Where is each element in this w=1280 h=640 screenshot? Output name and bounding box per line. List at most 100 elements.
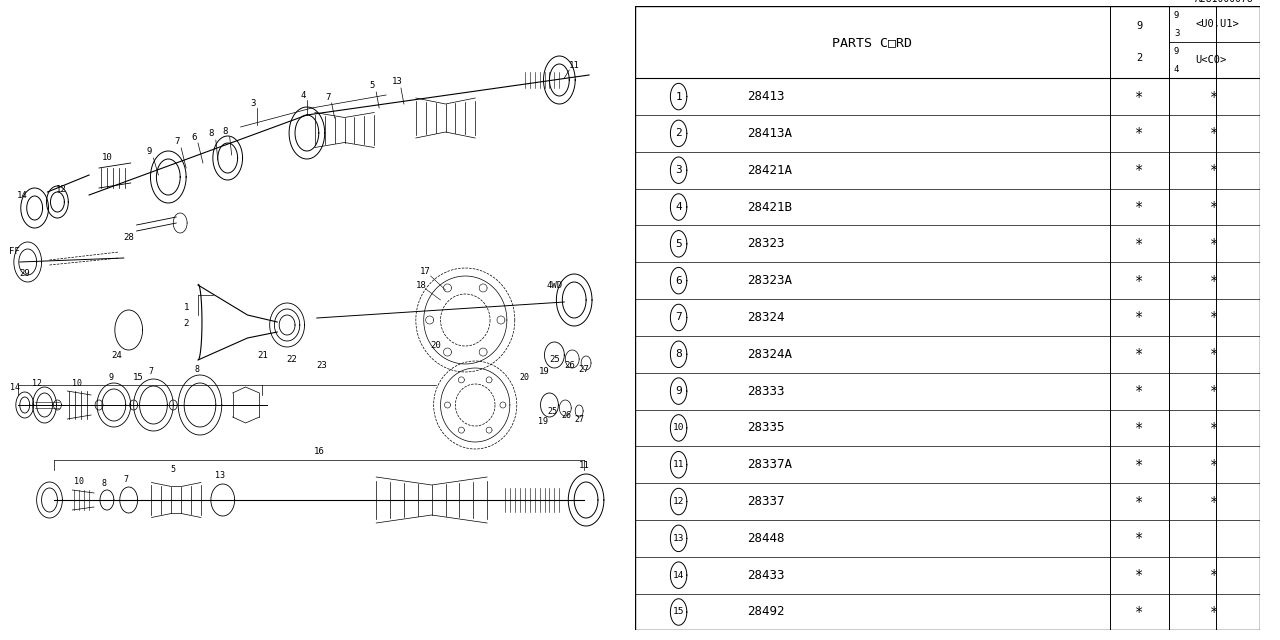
Text: 9: 9	[109, 372, 114, 381]
Text: *: *	[1210, 458, 1219, 472]
Text: 7: 7	[676, 312, 682, 323]
Polygon shape	[19, 397, 29, 413]
Polygon shape	[102, 389, 125, 421]
Text: 4WD: 4WD	[547, 282, 562, 291]
Text: 15: 15	[133, 372, 143, 381]
Polygon shape	[575, 482, 598, 518]
Text: 14: 14	[10, 383, 20, 392]
Text: 7: 7	[325, 93, 330, 102]
Text: *: *	[1135, 237, 1143, 251]
Text: 27: 27	[579, 365, 590, 374]
Text: U<C0>: U<C0>	[1196, 55, 1226, 65]
Polygon shape	[140, 386, 168, 424]
Text: *: *	[1135, 310, 1143, 324]
Text: 28333: 28333	[748, 385, 785, 397]
Text: 28421A: 28421A	[748, 164, 792, 177]
Text: *: *	[1210, 163, 1219, 177]
Text: 28421B: 28421B	[748, 200, 792, 214]
Text: 2: 2	[676, 129, 682, 138]
Polygon shape	[184, 383, 216, 427]
Text: 8: 8	[195, 365, 200, 374]
Polygon shape	[19, 249, 37, 275]
Text: 2: 2	[1137, 53, 1143, 63]
Text: 14: 14	[17, 191, 27, 200]
Text: 12: 12	[673, 497, 685, 506]
Polygon shape	[294, 115, 319, 151]
Text: 9: 9	[676, 386, 682, 396]
Text: A281000078: A281000078	[1194, 0, 1253, 4]
Text: 28324: 28324	[748, 311, 785, 324]
Text: 28323: 28323	[748, 237, 785, 250]
Text: *: *	[1135, 274, 1143, 287]
Text: 20: 20	[430, 340, 442, 349]
Text: 11: 11	[579, 461, 590, 470]
Text: *: *	[1210, 568, 1219, 582]
Text: *: *	[1210, 126, 1219, 140]
Text: *: *	[1135, 384, 1143, 398]
Text: 14: 14	[673, 571, 685, 580]
Text: 10: 10	[101, 152, 113, 161]
Text: 29: 29	[19, 269, 31, 278]
Text: 3: 3	[251, 99, 256, 108]
Polygon shape	[156, 159, 180, 195]
Text: 28448: 28448	[748, 532, 785, 545]
Text: *: *	[1135, 458, 1143, 472]
Text: *: *	[1135, 605, 1143, 619]
Text: *: *	[1210, 310, 1219, 324]
Text: *: *	[1210, 384, 1219, 398]
Text: 28324A: 28324A	[748, 348, 792, 361]
Text: 22: 22	[287, 355, 297, 365]
Text: 28492: 28492	[748, 605, 785, 618]
Text: 7: 7	[123, 476, 128, 484]
Text: 8: 8	[676, 349, 682, 359]
Text: 5: 5	[676, 239, 682, 249]
Text: 26: 26	[564, 360, 575, 369]
Text: 9: 9	[1137, 22, 1143, 31]
Text: 27: 27	[575, 415, 584, 424]
Text: 13: 13	[673, 534, 685, 543]
Text: 9: 9	[1174, 47, 1179, 56]
Text: 4: 4	[1174, 65, 1179, 74]
Text: *: *	[1210, 274, 1219, 287]
Text: *: *	[1210, 200, 1219, 214]
Polygon shape	[50, 192, 64, 212]
Text: *: *	[1135, 531, 1143, 545]
Text: 12: 12	[32, 378, 42, 387]
Text: 5: 5	[370, 81, 375, 90]
Text: 19: 19	[539, 367, 550, 376]
Polygon shape	[37, 393, 52, 417]
Text: 7: 7	[148, 367, 154, 376]
Text: 20: 20	[520, 372, 530, 381]
Text: 18: 18	[416, 280, 426, 289]
Text: 24: 24	[111, 351, 122, 360]
Text: *: *	[1135, 90, 1143, 104]
Text: 10: 10	[74, 477, 84, 486]
Text: 5: 5	[170, 465, 175, 474]
Polygon shape	[27, 196, 42, 220]
Text: 8: 8	[101, 479, 106, 488]
Text: 28335: 28335	[748, 421, 785, 435]
Text: 25: 25	[549, 355, 559, 365]
Text: 6: 6	[676, 276, 682, 285]
Text: PARTS C□RD: PARTS C□RD	[832, 36, 913, 49]
Text: FF: FF	[9, 248, 20, 257]
Text: 28337: 28337	[748, 495, 785, 508]
Text: *: *	[1210, 237, 1219, 251]
Text: 4: 4	[301, 90, 306, 99]
Polygon shape	[218, 143, 238, 173]
Text: 28413: 28413	[748, 90, 785, 103]
Text: 2: 2	[183, 319, 189, 328]
Text: *: *	[1210, 495, 1219, 509]
Text: *: *	[1135, 421, 1143, 435]
Text: 4: 4	[676, 202, 682, 212]
Text: 21: 21	[257, 351, 268, 360]
Text: 10: 10	[673, 424, 685, 433]
Text: 28413A: 28413A	[748, 127, 792, 140]
Text: *: *	[1210, 421, 1219, 435]
Text: *: *	[1135, 495, 1143, 509]
Text: 16: 16	[314, 447, 324, 456]
Text: 26: 26	[562, 412, 571, 420]
Text: 17: 17	[420, 268, 431, 276]
Text: 23: 23	[316, 360, 328, 369]
Polygon shape	[41, 488, 58, 512]
